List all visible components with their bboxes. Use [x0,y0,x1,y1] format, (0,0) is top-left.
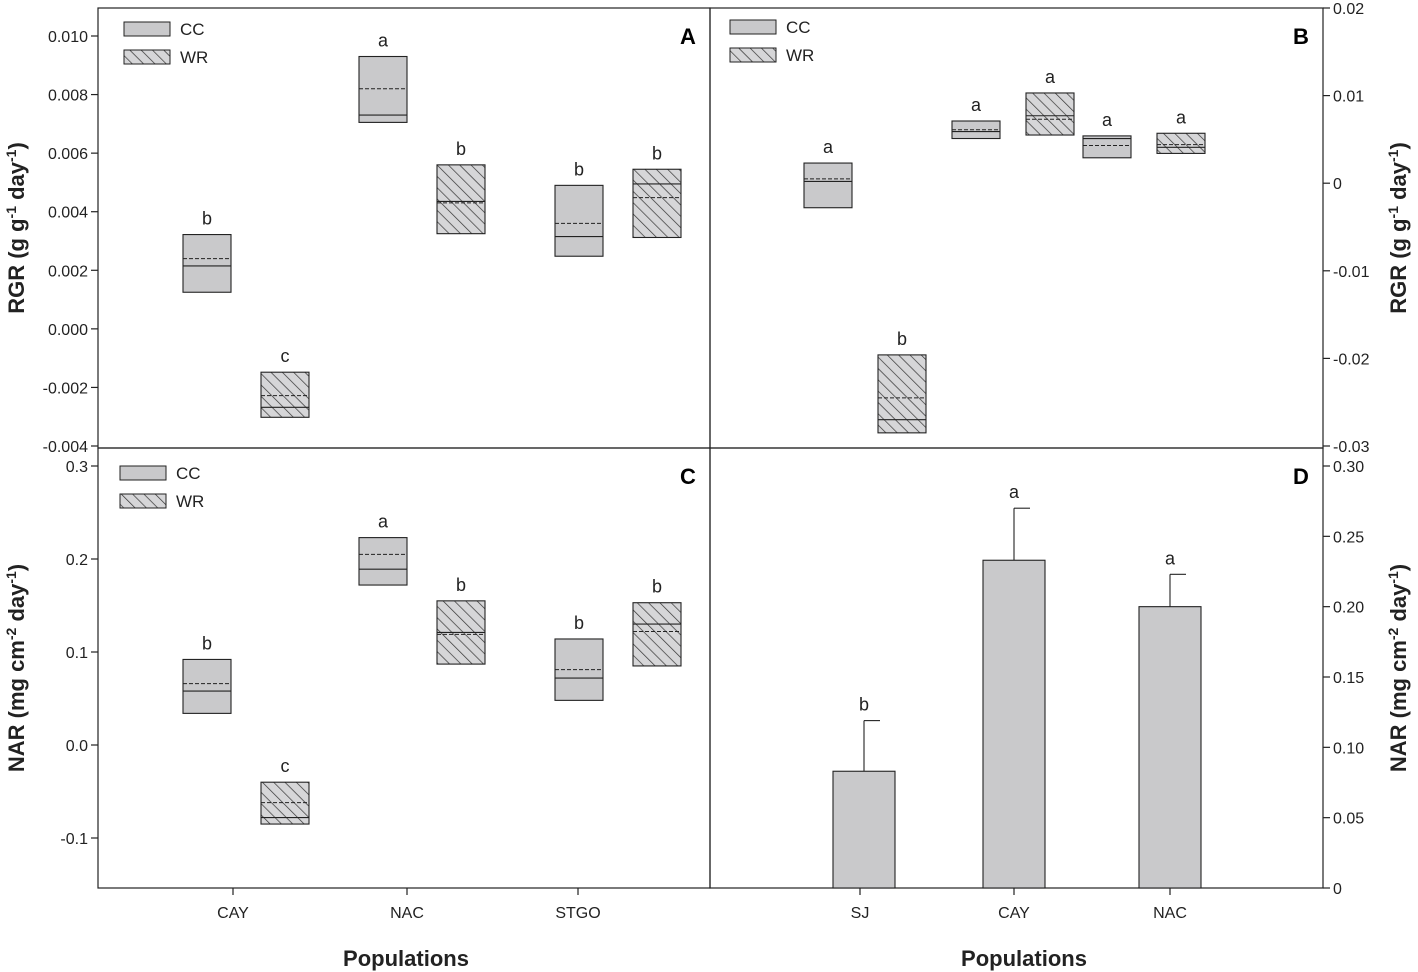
ytick-label-panel-b-0: -0.03 [1333,439,1370,456]
ylabel-panel-a: RGR (g g-1 day-1) [3,142,29,314]
ytick-label-panel-c-1: 0.0 [66,738,88,755]
legend-label-panel-a-wr: WR [180,48,208,67]
box-panel-a-stgo-wr [632,168,682,239]
box-panel-b-cay-wr [1025,92,1075,136]
ytick-label-panel-a-4: 0.004 [48,205,88,222]
ytick-label-panel-b-5: 0.02 [1333,1,1364,18]
legend-label-panel-a-cc: CC [180,20,205,39]
sig-label-panel-a-cay-cc: b [202,209,212,229]
ytick-label-panel-c-3: 0.2 [66,552,88,569]
ytick-label-panel-d-3: 0.15 [1333,670,1364,687]
box-panel-a-nac-cc [358,55,408,123]
legend-swatch-panel-b-cc [729,19,777,35]
sig-label-panel-b-nac-cc: a [1102,110,1113,130]
box-panel-a-nac-wr [436,164,486,235]
ylabel-panel-d: NAR (mg cm-2 day-1) [1385,564,1411,772]
box-panel-b-nac-cc [1082,135,1132,159]
ytick-label-panel-b-3: 0 [1333,176,1342,193]
ytick-label-panel-c-0: -0.1 [60,831,88,848]
sig-label-panel-a-nac-wr: b [456,139,466,159]
sig-label-panel-c-nac-cc: a [378,512,389,532]
sig-label-panel-b-cay-cc: a [971,95,982,115]
sig-label-panel-c-stgo-cc: b [574,613,584,633]
ytick-label-panel-a-3: 0.002 [48,263,88,280]
ytick-label-panel-d-0: 0 [1333,881,1342,898]
legend-swatch-panel-a-wr [123,49,171,65]
ytick-label-panel-c-4: 0.3 [66,459,88,476]
legend-swatch-panel-c-wr [119,493,167,509]
box-panel-c-nac-cc [358,537,408,586]
xtick-label-panel-d-nac: NAC [1153,905,1187,922]
xtick-label-panel-c-stgo: STGO [555,905,600,922]
ytick-label-panel-b-4: 0.01 [1333,89,1364,106]
sig-label-panel-b-sj-cc: a [823,137,834,157]
sig-label-panel-c-cay-cc: b [202,633,212,653]
panel-letter-b: B [1293,24,1309,49]
sig-label-panel-b-cay-wr: a [1045,67,1056,87]
box-panel-a-cay-cc [182,234,232,293]
legend-label-panel-b-cc: CC [786,18,811,37]
box-panel-c-stgo-wr [632,602,682,667]
ytick-label-panel-b-2: -0.01 [1333,264,1370,281]
bar-panel-d-nac [1138,606,1202,889]
ylabel-panel-c: NAR (mg cm-2 day-1) [3,564,29,772]
sig-label-panel-a-stgo-wr: b [652,143,662,163]
legend-label-panel-b-wr: WR [786,46,814,65]
box-panel-a-stgo-cc [554,184,604,257]
ytick-label-panel-c-2: 0.1 [66,645,88,662]
ytick-label-panel-b-1: -0.02 [1333,351,1370,368]
sig-label-panel-a-cay-wr: c [281,346,290,366]
panel-b-frame [709,7,1324,449]
sig-label-panel-c-stgo-wr: b [652,577,662,597]
legend-swatch-panel-c-cc [119,465,167,481]
ytick-label-panel-a-1: -0.002 [43,380,88,397]
box-panel-b-sj-wr [877,354,927,434]
legend-label-panel-c-cc: CC [176,464,201,483]
bar-panel-d-cay [982,559,1046,889]
ytick-label-panel-a-0: -0.004 [43,439,88,456]
ytick-label-panel-a-2: 0.000 [48,322,88,339]
chart-marks: -0.004-0.0020.0000.0020.0040.0060.0080.0… [43,1,1370,922]
sig-label-panel-c-cay-wr: c [281,756,290,776]
xlabel-panel-c: Populations [343,946,469,971]
panel-letter-a: A [680,24,696,49]
box-panel-a-cay-wr [260,371,310,418]
sig-label-panel-a-stgo-cc: b [574,159,584,179]
ylabel-panel-b: RGR (g g-1 day-1) [1385,142,1411,314]
ytick-label-panel-d-6: 0.30 [1333,459,1364,476]
panel-letter-d: D [1293,464,1309,489]
ytick-label-panel-d-5: 0.25 [1333,529,1364,546]
sig-label-panel-c-nac-wr: b [456,575,466,595]
ytick-label-panel-d-2: 0.10 [1333,740,1364,757]
box-panel-b-nac-wr [1156,132,1206,154]
legend-swatch-panel-a-cc [123,21,171,37]
ytick-label-panel-d-1: 0.05 [1333,811,1364,828]
ytick-label-panel-a-6: 0.008 [48,88,88,105]
box-panel-c-cay-cc [182,658,232,714]
ytick-label-panel-d-4: 0.20 [1333,600,1364,617]
ytick-label-panel-a-7: 0.010 [48,29,88,46]
xtick-label-panel-c-cay: CAY [217,905,249,922]
xtick-label-panel-d-cay: CAY [998,905,1030,922]
sig-label-panel-d-nac: a [1165,548,1176,568]
sig-label-panel-b-nac-wr: a [1176,107,1187,127]
bar-panel-d-sj [832,770,896,889]
xtick-label-panel-d-sj: SJ [851,905,870,922]
legend-swatch-panel-b-wr [729,47,777,63]
legend-label-panel-c-wr: WR [176,492,204,511]
sig-label-panel-d-sj: b [859,695,869,715]
sig-label-panel-d-cay: a [1009,482,1020,502]
box-panel-b-sj-cc [803,162,853,209]
panel-letter-c: C [680,464,696,489]
sig-label-panel-b-sj-wr: b [897,329,907,349]
sig-label-panel-a-nac-cc: a [378,31,389,51]
xlabel-panel-d: Populations [961,946,1087,971]
ytick-label-panel-a-5: 0.006 [48,146,88,163]
xtick-label-panel-c-nac: NAC [390,905,424,922]
